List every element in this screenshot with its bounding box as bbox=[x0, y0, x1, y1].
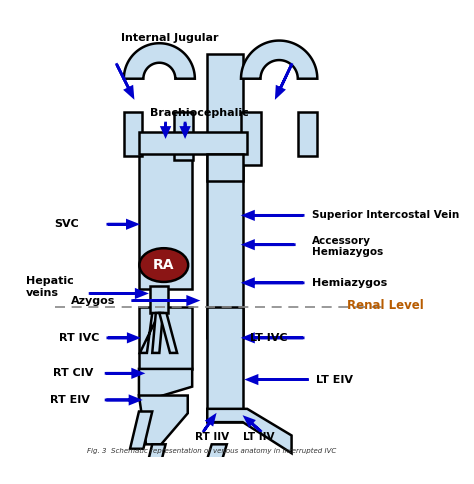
Polygon shape bbox=[207, 154, 243, 181]
Polygon shape bbox=[139, 395, 188, 444]
FancyArrow shape bbox=[117, 64, 133, 96]
FancyArrow shape bbox=[245, 334, 303, 341]
FancyArrow shape bbox=[108, 334, 137, 341]
Polygon shape bbox=[152, 313, 163, 353]
Text: RT CIV: RT CIV bbox=[53, 368, 93, 378]
Text: RT IIV: RT IIV bbox=[195, 432, 229, 442]
Polygon shape bbox=[140, 313, 159, 353]
Text: LT IIV: LT IIV bbox=[243, 432, 274, 442]
FancyArrow shape bbox=[204, 416, 214, 431]
Polygon shape bbox=[298, 111, 317, 156]
Text: Brachiocephalic: Brachiocephalic bbox=[150, 108, 249, 118]
Text: RA: RA bbox=[153, 258, 174, 272]
FancyArrow shape bbox=[106, 370, 142, 377]
Polygon shape bbox=[139, 143, 192, 289]
Polygon shape bbox=[130, 411, 152, 449]
Polygon shape bbox=[207, 54, 243, 338]
Polygon shape bbox=[139, 369, 192, 400]
FancyArrow shape bbox=[162, 123, 169, 136]
Text: Superior Intercostal Vein: Superior Intercostal Vein bbox=[312, 211, 459, 220]
FancyArrow shape bbox=[245, 279, 303, 287]
FancyArrow shape bbox=[106, 396, 139, 404]
FancyArrow shape bbox=[90, 290, 145, 297]
Text: Renal Level: Renal Level bbox=[347, 299, 424, 312]
FancyArrow shape bbox=[248, 376, 308, 383]
FancyArrow shape bbox=[245, 212, 303, 219]
Text: Azygos: Azygos bbox=[71, 296, 115, 305]
Text: RT IVC: RT IVC bbox=[59, 333, 100, 343]
Text: Internal Jugular: Internal Jugular bbox=[121, 33, 219, 43]
FancyArrow shape bbox=[108, 221, 137, 228]
Ellipse shape bbox=[139, 248, 188, 282]
Text: LT EIV: LT EIV bbox=[317, 375, 354, 385]
Polygon shape bbox=[148, 444, 165, 462]
FancyArrow shape bbox=[246, 418, 261, 431]
FancyArrow shape bbox=[133, 297, 197, 304]
Polygon shape bbox=[207, 409, 292, 453]
Text: Hemiazygos: Hemiazygos bbox=[312, 278, 387, 288]
Text: RT EIV: RT EIV bbox=[50, 395, 90, 405]
FancyArrow shape bbox=[276, 64, 292, 96]
Polygon shape bbox=[173, 111, 193, 160]
Text: SVC: SVC bbox=[55, 219, 79, 229]
Polygon shape bbox=[150, 287, 168, 313]
Text: Hepatic
veins: Hepatic veins bbox=[26, 276, 74, 298]
Text: Accessory
Hemiazygos: Accessory Hemiazygos bbox=[312, 236, 383, 257]
Polygon shape bbox=[241, 41, 317, 79]
Polygon shape bbox=[207, 307, 243, 422]
Polygon shape bbox=[124, 111, 142, 156]
Polygon shape bbox=[206, 444, 227, 465]
FancyArrow shape bbox=[182, 123, 189, 136]
Polygon shape bbox=[124, 43, 195, 79]
Polygon shape bbox=[139, 307, 192, 369]
FancyArrow shape bbox=[245, 241, 294, 248]
Text: LT IVC: LT IVC bbox=[250, 333, 287, 343]
Text: Fig. 3  Schematic representation of venous anatomy in interrupted IVC: Fig. 3 Schematic representation of venou… bbox=[87, 448, 337, 454]
Polygon shape bbox=[159, 313, 177, 353]
Polygon shape bbox=[139, 132, 247, 154]
Polygon shape bbox=[241, 111, 261, 165]
